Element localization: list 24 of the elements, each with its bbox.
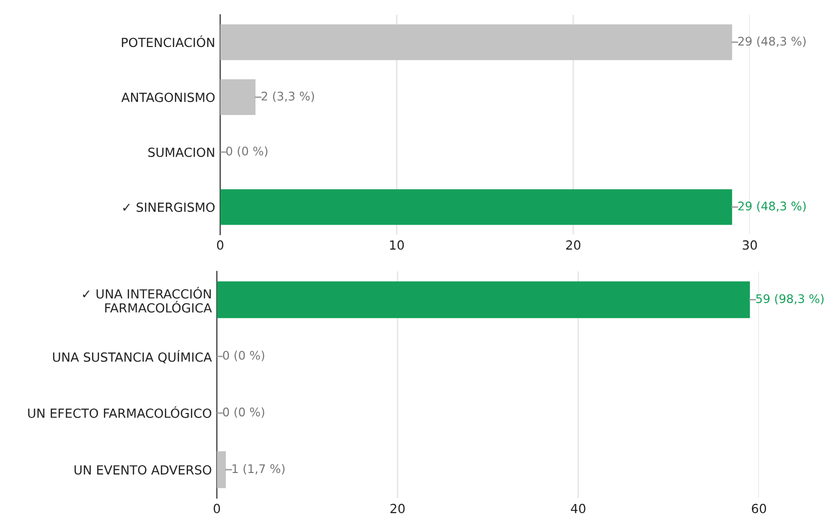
y-tick-label: UN EVENTO ADVERSO: [74, 465, 212, 475]
y-tick-label: ✓ UNA INTERACCIÓN FARMACOLÓGICA: [82, 286, 212, 313]
y-tick-label: UN EFECTO FARMACOLÓGICO: [28, 406, 212, 418]
y-tick-label: POTENCIACIÓN: [122, 35, 214, 48]
x-tick-label: 40: [570, 504, 586, 514]
x-tick-label: 0: [214, 504, 220, 514]
y-tick-label: SUMACION: [148, 148, 214, 158]
x-tick-label: 20: [566, 240, 580, 250]
data-label: 29 (48,3 %): [738, 36, 806, 48]
x-tick-label: 20: [390, 504, 405, 514]
data-label: 29 (48,3 %): [738, 201, 806, 212]
x-tick-label: 30: [742, 240, 757, 250]
x-tick-label: 60: [752, 504, 766, 514]
data-label: 0 (0 %): [223, 407, 264, 418]
x-tick-label: 10: [390, 240, 404, 250]
x-tick-label: 0: [217, 240, 224, 250]
data-label: 0 (0 %): [223, 350, 264, 362]
data-label: 0 (0 %): [226, 146, 268, 157]
y-tick-label: UNA SUSTANCIA QUÍMICA: [53, 350, 212, 364]
y-tick-label: ✓ SINERGISMO: [123, 202, 215, 212]
data-label: 1 (1,7 %): [232, 464, 284, 475]
data-label: 59 (98,3 %): [756, 294, 824, 305]
data-label: 2 (3,3 %): [262, 91, 314, 102]
y-tick-label: ANTAGONISMO: [121, 92, 215, 102]
